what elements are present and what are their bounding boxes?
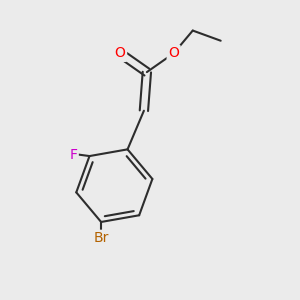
- Text: O: O: [115, 46, 125, 60]
- Text: F: F: [69, 148, 77, 162]
- Text: O: O: [168, 46, 179, 60]
- Text: Br: Br: [93, 231, 109, 245]
